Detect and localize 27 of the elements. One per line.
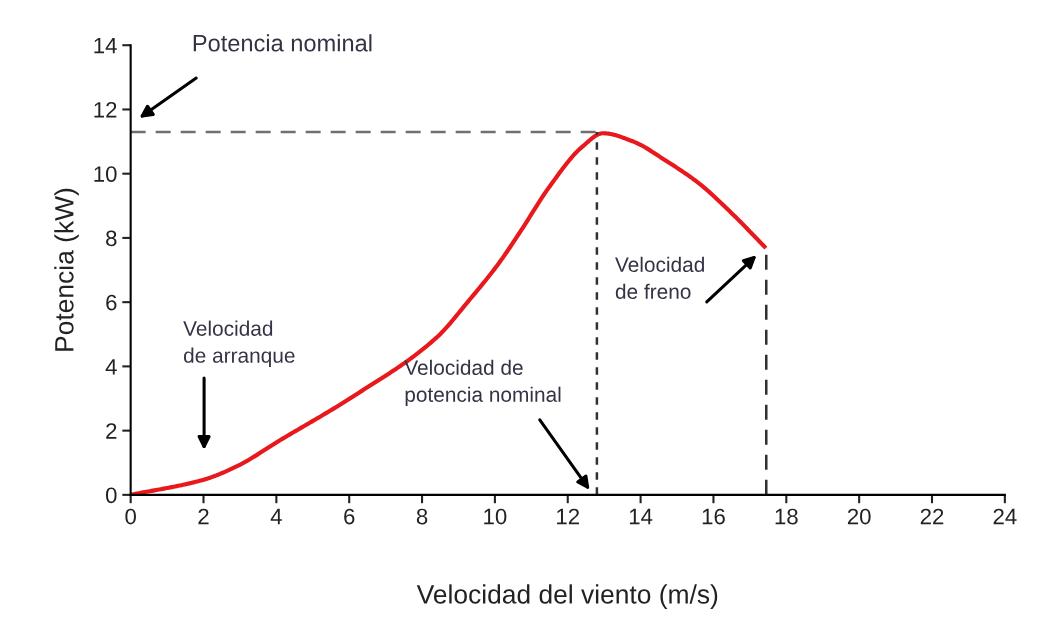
annotation: Velocidad de arranque	[183, 320, 295, 367]
annotation: Velocidad de potencia nominal	[404, 359, 561, 407]
x-tick-label: 16	[702, 508, 725, 525]
y-tick-label: 4	[105, 359, 117, 375]
y-tick-label: 8	[106, 230, 117, 247]
x-tick-label: 10	[484, 508, 507, 525]
x-tick-label: 20	[847, 508, 871, 525]
y-tick-label: 0	[105, 487, 117, 504]
y-tick-label: 14	[94, 37, 117, 54]
y-axis-title: Potencia (kW)	[54, 188, 79, 351]
annotation: Velocidad de freno	[615, 256, 704, 300]
x-tick-label: 18	[775, 508, 798, 525]
x-tick-label: 24	[993, 508, 1017, 525]
y-tick-label: 12	[94, 101, 117, 118]
y-tick-label: 2	[106, 423, 117, 439]
x-tick-label: 14	[629, 508, 653, 525]
x-tick-label: 0	[125, 508, 136, 525]
x-tick-label: 12	[557, 508, 579, 525]
x-axis-title: Velocidad del viento (m/s)	[416, 584, 718, 609]
x-tick-label: 22	[920, 508, 944, 525]
x-tick-label: 2	[198, 508, 209, 525]
x-tick-label: 4	[270, 508, 282, 525]
y-tick-label: 10	[94, 166, 117, 182]
x-tick-label: 6	[344, 508, 355, 525]
annotation: Potencia nominal	[193, 34, 372, 52]
y-tick-label: 6	[106, 294, 117, 311]
x-tick-label: 8	[416, 508, 428, 525]
